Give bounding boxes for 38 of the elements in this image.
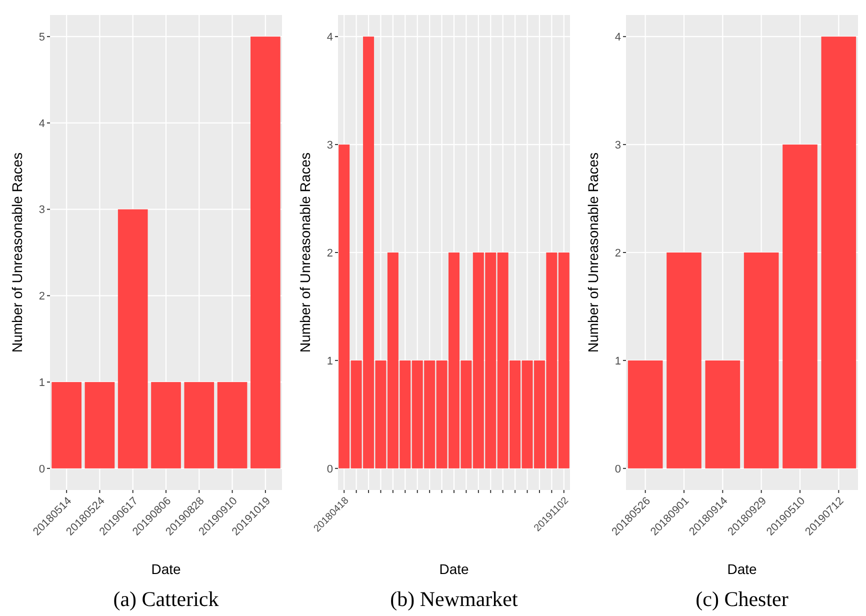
bar bbox=[250, 36, 280, 468]
bar bbox=[666, 252, 702, 468]
y-tick-label: 2 bbox=[326, 247, 333, 260]
x-axis-title: Date bbox=[151, 561, 181, 577]
text: (b) Newmarket bbox=[390, 587, 518, 611]
y-axis-title: Number of Unreasonable Races bbox=[585, 152, 601, 352]
y-tick-label: 1 bbox=[326, 355, 333, 368]
y-tick-label: 4 bbox=[326, 31, 333, 44]
y-tick-label: 3 bbox=[38, 204, 45, 216]
y-tick-label: 1 bbox=[614, 355, 621, 368]
y-tick-label: 3 bbox=[614, 139, 621, 152]
bar bbox=[118, 209, 148, 468]
y-tick-label: 2 bbox=[38, 290, 45, 303]
x-axis-title: Date bbox=[727, 561, 757, 577]
bar bbox=[744, 252, 779, 468]
bar bbox=[184, 382, 214, 468]
bar bbox=[628, 360, 663, 468]
y-tick-label: 5 bbox=[38, 31, 45, 44]
x-axis-title: Date bbox=[439, 561, 469, 577]
text: (a) Catterick bbox=[113, 587, 220, 611]
bar bbox=[151, 382, 181, 468]
y-tick-label: 4 bbox=[38, 118, 45, 130]
y-tick-label: 0 bbox=[614, 463, 621, 476]
bar bbox=[52, 382, 82, 468]
y-tick-label: 0 bbox=[326, 463, 333, 476]
y-tick-label: 3 bbox=[326, 139, 333, 152]
text: (c) Chester bbox=[696, 587, 788, 611]
y-tick-label: 0 bbox=[38, 463, 45, 476]
y-axis-title: Number of Unreasonable Races bbox=[9, 152, 25, 352]
bar bbox=[782, 144, 818, 468]
y-tick-label: 1 bbox=[38, 376, 45, 389]
bar bbox=[705, 360, 740, 468]
bar bbox=[821, 36, 856, 468]
y-tick-label: 4 bbox=[614, 31, 621, 44]
bar bbox=[84, 382, 115, 468]
y-axis-title: Number of Unreasonable Races bbox=[297, 152, 313, 352]
y-tick-label: 2 bbox=[614, 247, 621, 260]
bar bbox=[217, 382, 248, 468]
